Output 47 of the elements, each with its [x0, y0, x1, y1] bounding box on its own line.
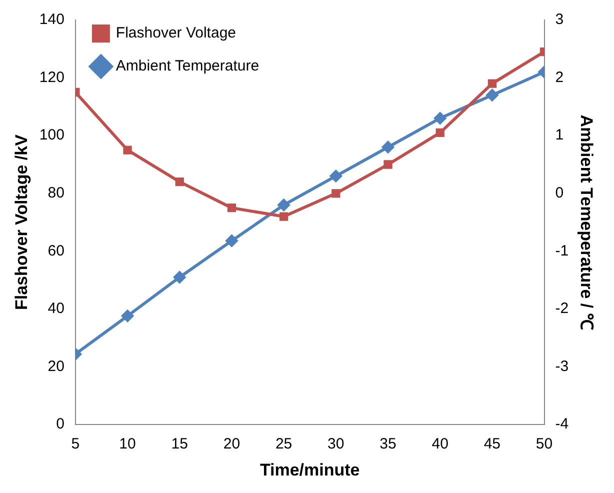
- point: [434, 112, 446, 124]
- y-tick-label: 20: [48, 358, 64, 375]
- point: [122, 310, 134, 322]
- x-tick-label: 15: [171, 436, 188, 453]
- x-tick-label: 45: [484, 436, 501, 453]
- point: [227, 204, 236, 212]
- point: [332, 189, 340, 198]
- point: [488, 79, 496, 88]
- point: [382, 141, 394, 154]
- x-tick-label: 25: [275, 436, 292, 453]
- y-axis-title: Flashover Voltage /kV: [12, 134, 31, 310]
- point: [486, 89, 498, 102]
- y-tick-label: 120: [39, 68, 64, 86]
- y2-tick-label: -1: [555, 242, 569, 260]
- y2-tick-label: 0: [555, 184, 564, 202]
- x-tick-label: 35: [380, 436, 396, 453]
- point: [226, 234, 238, 247]
- point: [384, 160, 392, 169]
- y2-tick-label: -2: [555, 300, 569, 318]
- legend-label: Ambient Temperature: [116, 58, 260, 75]
- x-tick-label: 5: [71, 436, 80, 453]
- y2-tick-label: 1: [555, 126, 564, 144]
- point: [174, 271, 186, 284]
- point: [123, 146, 132, 154]
- y-tick-label: 0: [56, 416, 64, 433]
- point: [436, 128, 444, 138]
- x-tick-label: 10: [119, 436, 136, 453]
- y2-tick-label: -3: [555, 358, 569, 375]
- y-tick-label: 80: [48, 184, 64, 202]
- point: [330, 170, 342, 182]
- y2-tick-label: -4: [555, 416, 569, 433]
- x-tick-label: 30: [328, 436, 344, 453]
- point: [279, 212, 288, 221]
- x-axis-title: Time/minute: [260, 460, 360, 480]
- x-tick-label: 20: [223, 436, 240, 453]
- y2-tick-label: 3: [555, 11, 564, 28]
- legend-label: Flashover Voltage: [116, 24, 236, 42]
- y-tick-label: 100: [39, 126, 64, 144]
- x-tick-label: 40: [432, 436, 448, 453]
- y2-tick-label: 2: [555, 68, 564, 86]
- y-tick-label: 40: [48, 300, 64, 318]
- point: [175, 178, 184, 186]
- point: [278, 198, 290, 211]
- y-tick-label: 60: [48, 242, 64, 260]
- y2-axis-title: Ambient Temeperature / ℃: [577, 114, 596, 330]
- x-tick-label: 50: [536, 436, 553, 453]
- y-tick-label: 140: [39, 11, 64, 28]
